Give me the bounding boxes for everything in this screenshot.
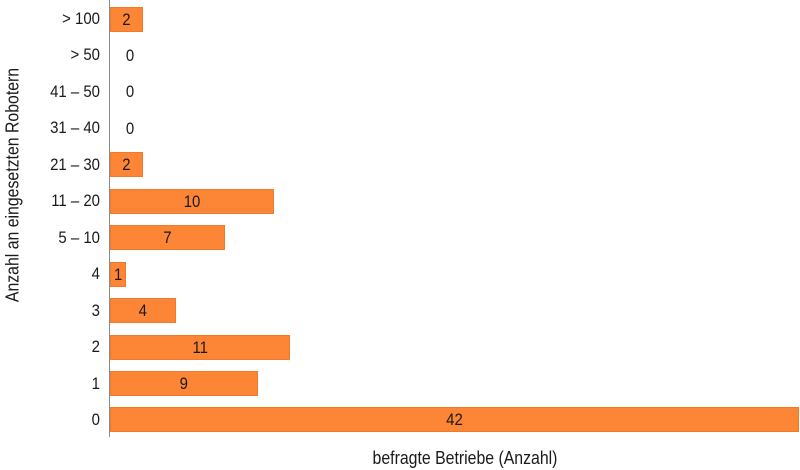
- bar: [110, 371, 258, 396]
- bar: [110, 225, 225, 251]
- bar-value-label: 0: [125, 82, 135, 102]
- y-tick-label: 0: [91, 409, 100, 429]
- y-axis-labels: > 100 > 50 41 – 50 31 – 40 21 – 30 11 – 20 5 –…: [0, 0, 100, 470]
- y-tick-label: 31 – 40: [50, 118, 100, 138]
- bar-value-label: 1: [114, 264, 123, 284]
- bar-value-label: 9: [179, 374, 188, 393]
- bar-value-label: 2: [122, 9, 131, 29]
- y-tick-label: > 100: [62, 9, 100, 28]
- bar-value-label: 10: [183, 191, 201, 211]
- y-tick-label: 41 – 50: [50, 81, 100, 101]
- y-tick-label: 1: [91, 373, 100, 393]
- bar: [110, 334, 291, 360]
- bar-value-label: 42: [446, 410, 463, 430]
- bar: [110, 188, 275, 214]
- y-tick-label: 5 – 10: [58, 227, 100, 247]
- bar: [110, 152, 143, 178]
- bar-value-label: 11: [192, 337, 208, 357]
- y-tick-label: 3: [91, 300, 100, 320]
- bar: [110, 6, 143, 32]
- bar-value-label: 7: [163, 228, 172, 248]
- y-tick-label: > 50: [70, 45, 100, 65]
- bar-value-label: 0: [125, 45, 135, 65]
- y-tick-label: 2: [91, 337, 100, 357]
- y-axis-line: [109, 0, 110, 437]
- bar-value-label: 2: [122, 155, 131, 175]
- y-tick-label: 11 – 20: [51, 191, 100, 211]
- bar-value-label: 4: [138, 301, 147, 321]
- x-axis-title: befragte Betriebe (Anzahl): [372, 448, 558, 468]
- y-axis-title: Anzahl an eingesetzten Robotern: [2, 67, 23, 303]
- bar-value-label: 0: [125, 118, 135, 138]
- bar: [110, 298, 176, 324]
- bar: [110, 407, 799, 433]
- y-tick-label: 21 – 30: [50, 154, 100, 174]
- bar: [110, 261, 127, 287]
- y-tick-label: 4: [91, 264, 100, 284]
